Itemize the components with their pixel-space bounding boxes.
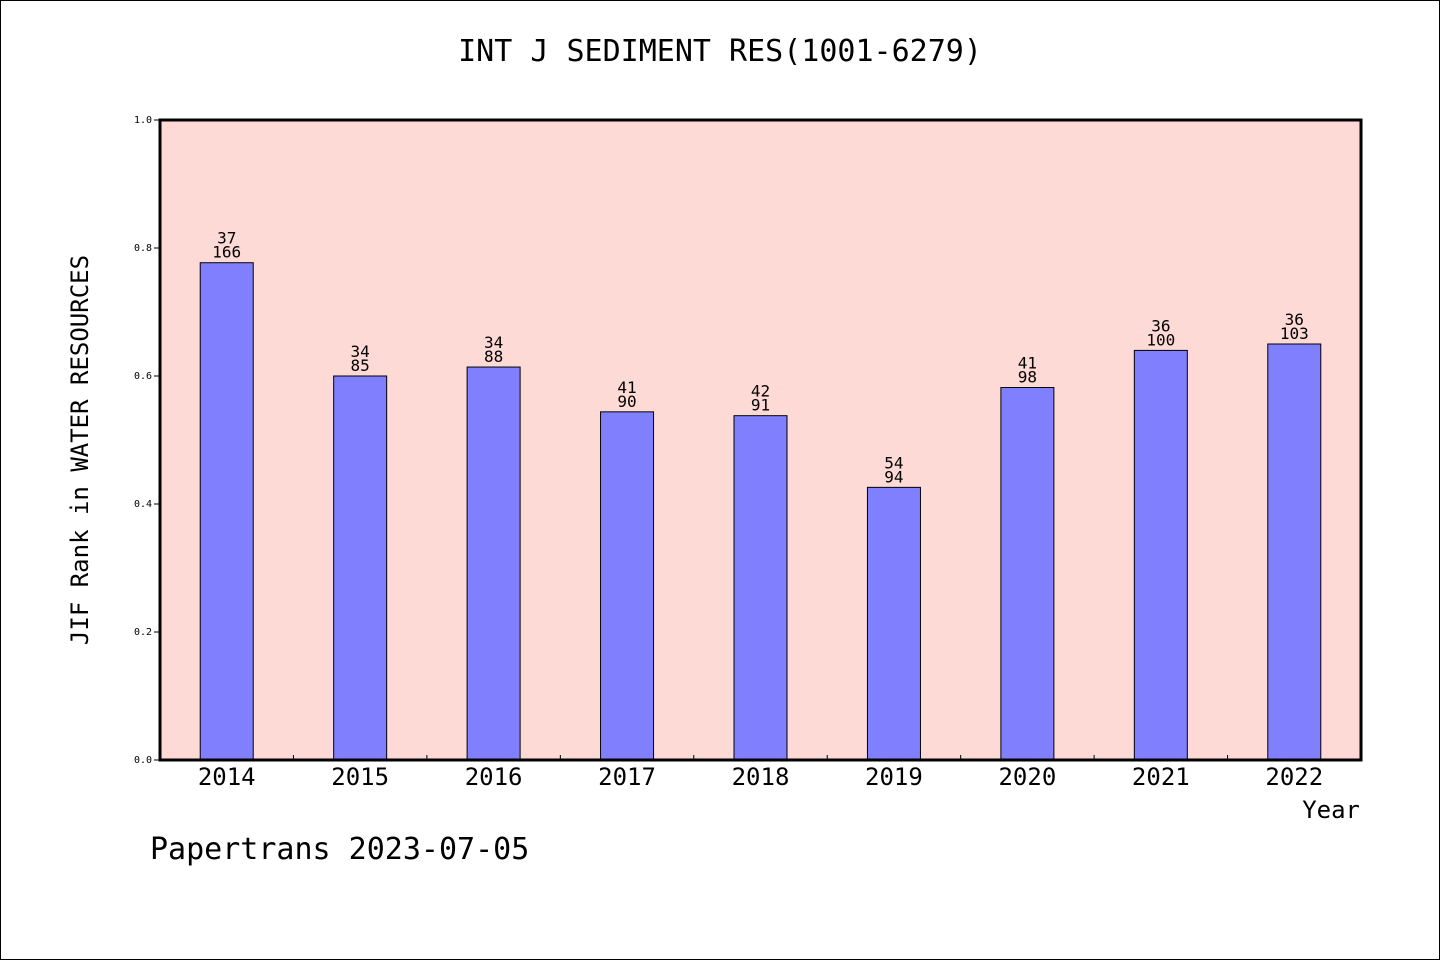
bar-label-total: 91 [751,396,770,415]
chart-title: INT J SEDIMENT RES(1001-6279) [458,34,982,69]
x-tick-label: 2019 [865,763,923,791]
x-tick-label: 2018 [732,763,790,791]
bar-label-total: 103 [1280,324,1309,343]
bar-label-total: 94 [884,467,903,486]
bar [1267,343,1322,761]
bar-label-rank: 36 [1285,310,1304,329]
bar-label-rank: 34 [351,342,370,361]
bar-label-total: 98 [1018,368,1037,387]
x-tick-label: 2022 [1265,763,1323,791]
y-tick-label: 0.6 [134,371,152,382]
bar [733,415,788,761]
plot-border [158,118,1363,762]
bar-label-total: 90 [617,392,636,411]
x-tick-label: 2017 [598,763,656,791]
bar-label-rank: 34 [484,333,503,352]
bar-label-rank: 54 [884,453,903,472]
x-tick-label: 2016 [465,763,523,791]
bar-label-rank: 41 [1018,354,1037,373]
bar-label-total: 100 [1146,330,1175,349]
bars [199,262,1322,761]
bar-label-rank: 42 [751,382,770,401]
x-tick-label: 2020 [998,763,1056,791]
y-tick-label: 0.0 [134,755,152,766]
bar [1000,387,1055,761]
bar [1133,349,1188,761]
y-axis-label: JIF Rank in WATER RESOURCES [66,254,94,646]
bar-label-rank: 36 [1151,316,1170,335]
y-tick-label: 0.4 [134,499,152,510]
bar [600,411,655,761]
bar-label-total: 166 [212,243,241,262]
footer-credit: Papertrans 2023-07-05 [150,832,530,867]
x-tick-label: 2014 [198,763,256,791]
bar [333,375,388,761]
bar [866,486,921,761]
bar-label-total: 85 [351,356,370,375]
x-tick-label: 2015 [331,763,389,791]
bar [466,366,521,761]
bar-label-rank: 41 [617,378,636,397]
y-tick-label: 0.8 [134,243,152,254]
bar [199,262,254,761]
x-axis-label: Year [1302,796,1360,824]
x-tick-label: 2021 [1132,763,1190,791]
bar-label-total: 88 [484,347,503,366]
y-tick-label: 1.0 [134,115,152,126]
y-tick-label: 0.2 [134,627,152,638]
bar-label-rank: 37 [217,229,236,248]
axis-ticks: 0.0 0.2 0.4 0.6 0.8 1.0 2014 2015 2016 2017 2018 20… [134,115,1323,791]
